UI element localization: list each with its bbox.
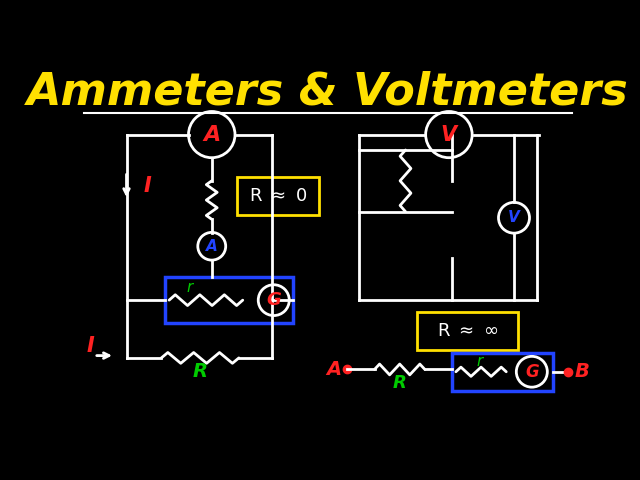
Text: R $\approx$ $\infty$: R $\approx$ $\infty$ xyxy=(437,322,498,340)
Text: I: I xyxy=(86,336,94,356)
Text: I: I xyxy=(143,176,151,196)
Text: r: r xyxy=(187,279,193,295)
Bar xyxy=(237,177,319,216)
Text: V: V xyxy=(508,210,520,225)
Text: A: A xyxy=(203,125,220,145)
Text: r: r xyxy=(476,354,483,369)
Text: R: R xyxy=(193,362,207,381)
Text: G: G xyxy=(525,363,539,381)
Text: B: B xyxy=(575,362,589,381)
Text: A: A xyxy=(326,360,341,379)
Bar xyxy=(165,277,293,323)
Bar xyxy=(417,312,518,350)
Text: R: R xyxy=(392,374,406,392)
Text: A: A xyxy=(206,239,218,254)
Bar xyxy=(452,352,553,391)
Text: R $\approx$ 0: R $\approx$ 0 xyxy=(248,187,307,205)
Text: Ammeters & Voltmeters: Ammeters & Voltmeters xyxy=(27,71,629,114)
Text: G: G xyxy=(266,291,281,309)
Text: V: V xyxy=(441,125,457,145)
